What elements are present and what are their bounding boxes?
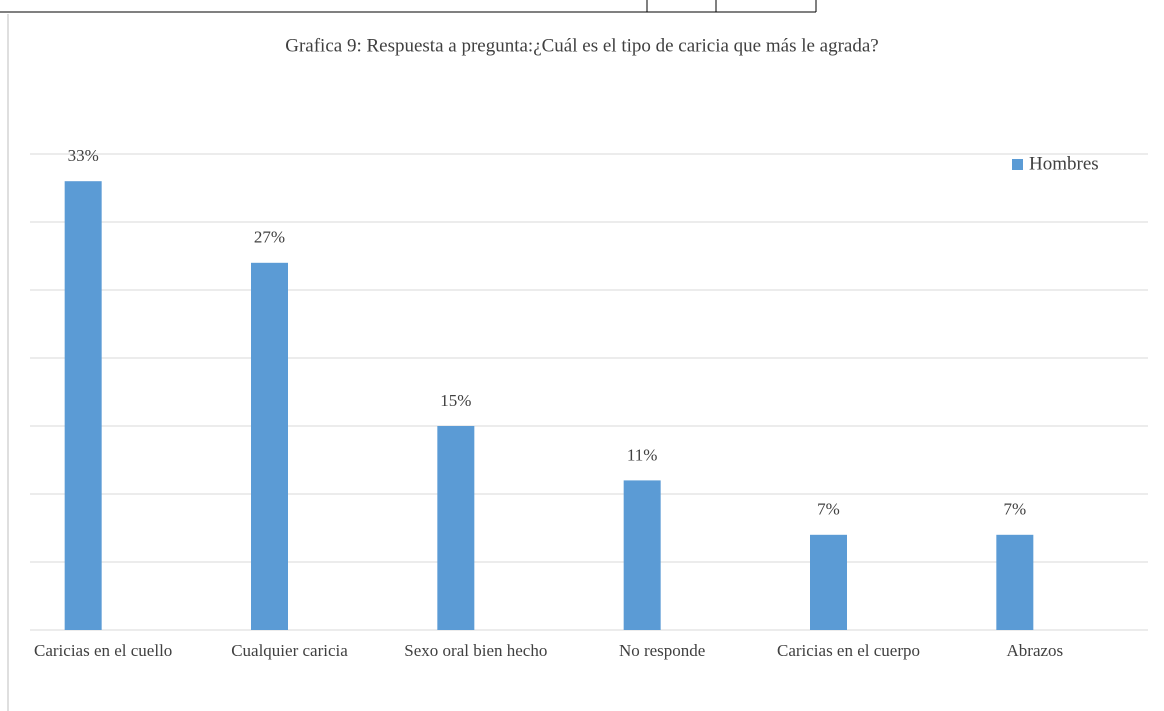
chart-title: Grafica 9: Respuesta a pregunta:¿Cuál es…	[285, 35, 878, 56]
x-tick-label: No responde	[618, 641, 706, 660]
data-label: 15%	[440, 391, 471, 410]
bar	[996, 534, 1034, 630]
legend-label: Hombres	[1029, 153, 1099, 174]
bar	[810, 534, 847, 630]
legend-swatch	[1012, 159, 1023, 170]
data-label: 7%	[817, 500, 840, 519]
data-label: 11%	[627, 445, 658, 464]
bar	[623, 480, 661, 630]
x-tick-label: Abrazos	[1006, 641, 1064, 660]
x-tick-label: Sexo oral bien hecho	[404, 641, 548, 660]
x-tick-label: Cualquier caricia	[231, 641, 348, 660]
bar	[437, 426, 475, 630]
x-tick-label: Caricias en el cuello	[34, 641, 173, 660]
bar	[251, 262, 288, 630]
data-label: 7%	[1003, 500, 1026, 519]
x-tick-label: Caricias en el cuerpo	[776, 641, 920, 660]
bar	[64, 181, 102, 630]
data-label: 33%	[68, 146, 99, 165]
data-label: 27%	[254, 228, 285, 247]
